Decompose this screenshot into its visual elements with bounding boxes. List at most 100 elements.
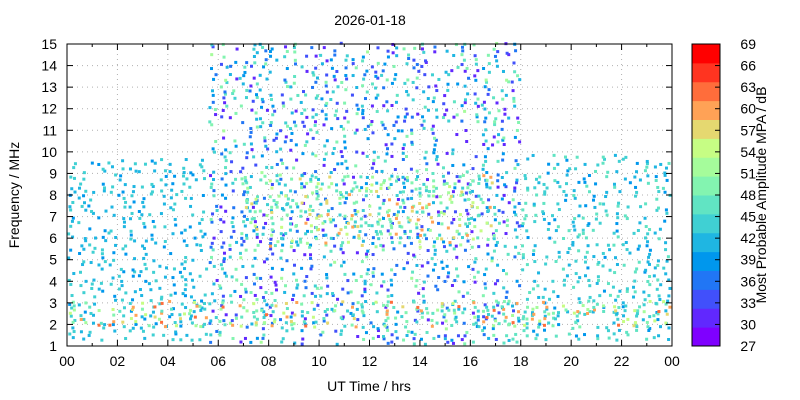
data-point bbox=[276, 240, 280, 244]
data-point bbox=[211, 309, 215, 313]
data-point bbox=[534, 213, 538, 217]
data-point bbox=[317, 227, 321, 231]
data-point bbox=[386, 210, 390, 214]
data-point bbox=[288, 222, 292, 226]
data-point bbox=[256, 243, 260, 247]
data-point bbox=[293, 313, 297, 317]
data-point bbox=[137, 274, 141, 278]
data-point bbox=[173, 174, 177, 178]
data-point bbox=[259, 178, 263, 182]
data-point bbox=[338, 196, 342, 200]
data-point bbox=[330, 207, 334, 211]
data-point bbox=[578, 325, 582, 329]
data-point bbox=[213, 108, 217, 112]
data-point bbox=[221, 294, 225, 298]
data-point bbox=[239, 324, 243, 328]
data-point bbox=[512, 309, 516, 313]
data-point bbox=[615, 338, 619, 342]
data-point bbox=[403, 244, 407, 248]
data-point bbox=[311, 71, 315, 75]
data-point bbox=[370, 104, 374, 108]
data-point bbox=[265, 303, 269, 307]
x-tick-label: 02 bbox=[110, 353, 126, 369]
data-point bbox=[255, 117, 259, 121]
data-point bbox=[476, 236, 480, 240]
data-point bbox=[613, 185, 617, 189]
data-point bbox=[340, 329, 344, 333]
data-point bbox=[184, 196, 188, 200]
data-point bbox=[164, 183, 168, 187]
data-point bbox=[377, 212, 381, 216]
data-point bbox=[402, 143, 406, 147]
data-point bbox=[433, 45, 437, 49]
data-point bbox=[374, 230, 378, 234]
data-point bbox=[225, 104, 229, 108]
data-point bbox=[291, 298, 295, 302]
data-point bbox=[354, 164, 358, 168]
data-point bbox=[335, 342, 339, 346]
data-point bbox=[521, 268, 525, 272]
data-point bbox=[189, 196, 193, 200]
data-point bbox=[554, 259, 558, 263]
data-point bbox=[178, 270, 182, 274]
data-point bbox=[513, 166, 517, 170]
data-point bbox=[303, 143, 307, 147]
data-point bbox=[351, 62, 355, 66]
data-point bbox=[90, 209, 94, 213]
data-point bbox=[353, 181, 357, 185]
data-point bbox=[222, 220, 226, 224]
data-point bbox=[111, 276, 115, 280]
data-point bbox=[436, 162, 440, 166]
data-point bbox=[322, 157, 326, 161]
data-point bbox=[462, 163, 466, 167]
data-point bbox=[596, 337, 600, 341]
data-point bbox=[597, 278, 601, 282]
data-point bbox=[322, 255, 326, 259]
data-point bbox=[159, 297, 163, 301]
data-point bbox=[293, 190, 297, 194]
data-point bbox=[445, 49, 449, 53]
data-point bbox=[108, 323, 112, 327]
data-point bbox=[371, 271, 375, 275]
data-point bbox=[171, 182, 175, 186]
data-point bbox=[273, 318, 277, 322]
data-point bbox=[531, 287, 535, 291]
data-point bbox=[553, 218, 557, 222]
data-point bbox=[476, 270, 480, 274]
data-point bbox=[367, 223, 371, 227]
data-point bbox=[485, 221, 489, 225]
data-point bbox=[310, 264, 314, 268]
data-point bbox=[222, 319, 226, 323]
data-point bbox=[269, 123, 273, 127]
data-point bbox=[554, 334, 558, 338]
data-point bbox=[468, 221, 472, 225]
data-point bbox=[354, 212, 358, 216]
data-point bbox=[224, 159, 228, 163]
data-point bbox=[583, 333, 587, 337]
data-point bbox=[101, 167, 105, 171]
data-point bbox=[323, 220, 327, 224]
data-point bbox=[351, 74, 355, 78]
data-point bbox=[482, 315, 486, 319]
data-point bbox=[463, 69, 467, 73]
data-point bbox=[425, 330, 429, 334]
data-point bbox=[494, 337, 498, 341]
data-point bbox=[524, 177, 528, 181]
data-point bbox=[279, 256, 283, 260]
data-point bbox=[404, 107, 408, 111]
data-point bbox=[189, 317, 193, 321]
data-point bbox=[495, 64, 499, 68]
data-point bbox=[130, 211, 134, 215]
data-point bbox=[194, 178, 198, 182]
data-point bbox=[664, 166, 668, 170]
data-point bbox=[274, 202, 278, 206]
data-point bbox=[290, 239, 294, 243]
data-point bbox=[485, 316, 489, 320]
data-point bbox=[364, 252, 368, 256]
data-point bbox=[281, 161, 285, 165]
data-point bbox=[514, 332, 518, 336]
data-point bbox=[329, 236, 333, 240]
data-point bbox=[666, 299, 670, 303]
data-point bbox=[412, 342, 416, 346]
data-point bbox=[385, 152, 389, 156]
